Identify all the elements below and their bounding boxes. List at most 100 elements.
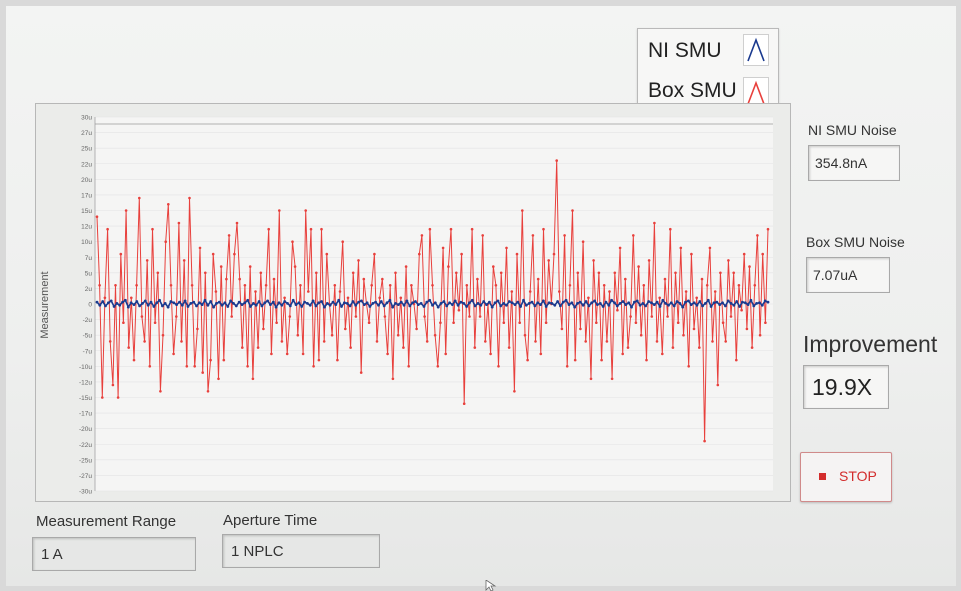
y-tick-label: -25u [79,457,92,464]
data-point [496,299,500,303]
data-point [626,346,630,349]
data-point [635,299,639,303]
data-point [568,284,572,287]
data-point [237,300,241,304]
data-point [629,315,632,318]
data-point [565,365,569,368]
data-point [445,304,449,308]
data-point [587,296,590,300]
aperture-time-control[interactable]: 1 NPLC [222,534,380,568]
data-point [613,271,617,275]
data-point [610,377,614,381]
data-point [560,327,564,331]
data-point [103,296,107,300]
data-point [499,304,503,308]
data-point [539,303,542,306]
data-point [729,315,733,318]
data-point [439,321,442,324]
data-point [534,340,537,343]
y-tick-label: 15u [81,208,92,215]
data-point [299,284,302,287]
data-point [708,246,712,250]
data-point [331,300,335,304]
data-point [190,284,194,287]
data-point [141,302,144,305]
data-point [547,259,550,262]
data-point [488,300,491,304]
data-point [598,302,602,305]
data-point [755,302,758,305]
data-point [104,304,107,308]
data-point [225,277,228,281]
line-plot-icon[interactable] [743,34,769,66]
data-point [482,300,486,303]
data-point [330,333,334,337]
data-point [645,358,648,362]
y-tick-label: -20u [79,426,92,433]
data-point [391,305,395,309]
data-point [735,358,738,362]
data-point [663,277,667,281]
stop-button[interactable]: STOP [800,452,892,502]
data-point [595,321,598,324]
data-point [422,305,426,308]
data-point [109,299,113,303]
data-point [280,303,284,307]
data-point [175,303,179,306]
data-point [143,340,146,343]
data-point [351,300,355,303]
data-point [243,301,247,305]
improvement-indicator: 19.9X [803,365,889,409]
data-point [536,301,540,305]
stop-icon [819,473,826,480]
data-point [536,277,540,281]
data-point [325,252,329,256]
data-point [257,300,261,303]
data-point [193,365,196,368]
data-point [344,327,347,331]
data-point [158,298,161,302]
data-point [441,246,445,250]
data-point [233,252,236,256]
data-point [368,305,372,308]
y-tick-label: -22u [79,442,92,449]
data-point [462,302,466,305]
data-point [658,296,661,300]
data-point [647,300,650,303]
data-point [671,346,675,349]
data-point [410,284,413,287]
data-point [337,298,341,302]
data-point [323,305,326,309]
data-point [704,302,707,305]
data-point [336,358,339,362]
legend-item-ni-smu: NI SMU [648,39,722,63]
measurement-range-control[interactable]: 1 A [32,537,196,571]
data-point [416,303,420,306]
data-point [459,300,463,304]
data-point [300,305,304,308]
data-point [121,300,124,304]
data-point [402,346,405,349]
data-point [198,246,202,250]
data-point [399,300,403,304]
data-point [489,352,492,356]
data-point [559,304,562,308]
data-point [385,301,389,305]
data-point [391,377,395,381]
data-point [349,346,352,349]
data-point [269,303,272,306]
data-point [206,390,210,393]
data-point [227,234,231,237]
data-point [706,298,710,302]
y-tick-label: 5u [85,270,93,277]
data-point [672,304,676,308]
data-point [394,271,397,275]
data-point [111,383,115,387]
data-point [510,301,514,305]
data-point [135,284,138,287]
data-point [748,265,751,268]
data-point [95,300,99,304]
data-point [367,321,371,324]
data-point [175,315,178,318]
data-point [230,315,233,318]
